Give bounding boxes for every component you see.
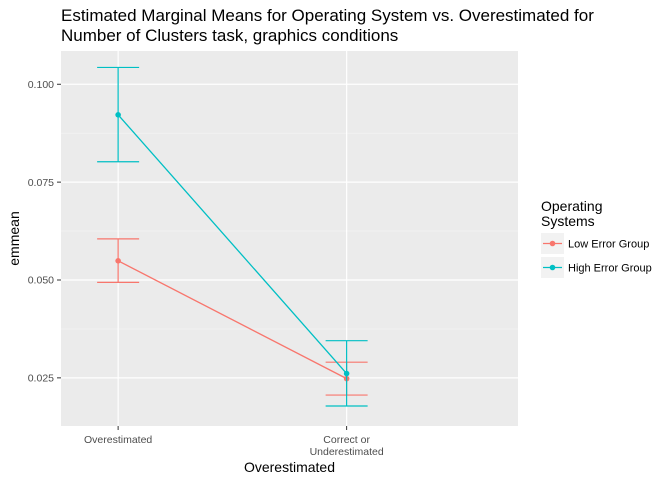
x-axis-title: Overestimated xyxy=(244,459,335,475)
x-axis: Overestimated Correct or Underestimated xyxy=(84,426,384,458)
y-tick-label: 0.050 xyxy=(28,275,54,287)
chart-title: Estimated Marginal Means for Operating S… xyxy=(61,6,594,45)
y-tick-label: 0.025 xyxy=(28,373,54,385)
legend-label: Low Error Group xyxy=(568,239,649,251)
x-tick-label: Correct or Underestimated xyxy=(310,434,384,458)
legend-item: Low Error Group xyxy=(541,233,649,254)
y-axis-title: emmean xyxy=(6,211,22,265)
minor-gridlines xyxy=(61,132,518,330)
series-layer xyxy=(97,66,368,407)
legend-key-point xyxy=(549,240,556,247)
data-point xyxy=(343,370,350,377)
legend-title: Operating xyxy=(541,198,602,214)
data-point xyxy=(115,258,121,264)
chart-title-line: Estimated Marginal Means for Operating S… xyxy=(61,6,594,25)
y-tick-label: 0.075 xyxy=(28,177,54,189)
series-line xyxy=(117,114,348,374)
legend-title: Systems xyxy=(541,213,595,229)
y-axis: 0.025 0.050 0.075 0.100 xyxy=(28,79,61,385)
y-tick-label: 0.100 xyxy=(28,79,54,91)
chart-title-line: Number of Clusters task, graphics condit… xyxy=(61,26,398,45)
series-line xyxy=(117,260,347,380)
series-high-error-group xyxy=(97,66,368,407)
legend-item: High Error Group xyxy=(541,257,652,278)
legend-label: High Error Group xyxy=(568,263,652,275)
x-tick-label: Overestimated xyxy=(84,434,152,446)
data-point xyxy=(115,112,121,118)
legend-key-point xyxy=(549,264,556,271)
